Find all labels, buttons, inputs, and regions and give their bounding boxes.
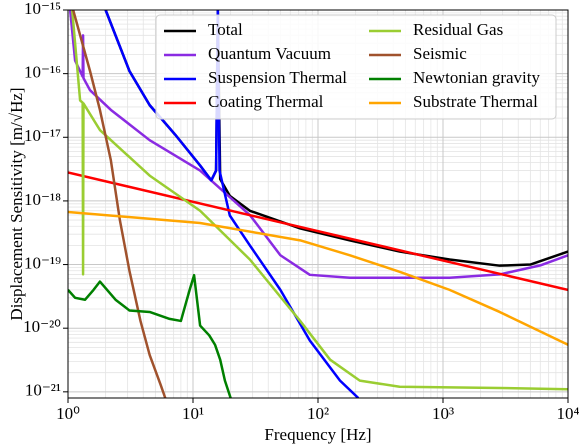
series-line bbox=[68, 171, 568, 292]
y-axis-label: Displacement Sensitivity [m/√Hz] bbox=[7, 87, 26, 320]
x-tick-label: 10⁰ bbox=[56, 404, 80, 423]
y-tick-label: 10⁻¹⁹ bbox=[24, 253, 61, 272]
y-tick-label: 10⁻¹⁶ bbox=[24, 63, 61, 82]
legend-label: Residual Gas bbox=[413, 20, 503, 39]
legend-label: Seismic bbox=[413, 44, 467, 63]
x-tick-label: 10⁴ bbox=[557, 404, 580, 423]
x-axis-label: Frequency [Hz] bbox=[264, 425, 371, 444]
plot-area bbox=[68, 10, 568, 398]
series-line bbox=[71, 10, 167, 398]
x-tick-label: 10² bbox=[307, 404, 329, 423]
legend-label: Coating Thermal bbox=[208, 92, 324, 111]
y-tick-label: 10⁻¹⁷ bbox=[24, 126, 61, 145]
legend-box bbox=[155, 14, 557, 120]
legend-label: Substrate Thermal bbox=[413, 92, 538, 111]
legend-label: Newtonian gravity bbox=[413, 68, 540, 87]
series-line bbox=[70, 10, 568, 391]
y-tick-label: 10⁻²¹ bbox=[25, 381, 61, 400]
x-tick-label: 10³ bbox=[432, 404, 454, 423]
y-tick-label: 10⁻¹⁸ bbox=[24, 190, 61, 209]
x-tick-label: 10¹ bbox=[182, 404, 204, 423]
legend-label: Quantum Vacuum bbox=[208, 44, 331, 63]
legend-label: Suspension Thermal bbox=[208, 68, 347, 87]
legend-label: Total bbox=[208, 20, 243, 39]
plot-frame bbox=[67, 9, 569, 399]
series-line bbox=[68, 273, 232, 398]
y-tick-label: 10⁻¹⁵ bbox=[24, 0, 61, 18]
series-line bbox=[68, 210, 568, 346]
legend: Total Quantum Vacuum Suspension Thermal Coa… bbox=[155, 14, 557, 120]
y-tick-label: 10⁻²⁰ bbox=[23, 317, 61, 336]
